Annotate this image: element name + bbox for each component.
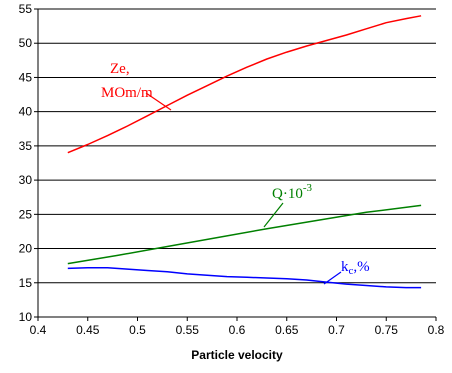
y-tick-label: 40 bbox=[19, 105, 33, 119]
q-label-sup: -3 bbox=[303, 182, 313, 194]
x-tick-label: 0.65 bbox=[275, 323, 299, 337]
x-tick-label: 0.55 bbox=[176, 323, 200, 337]
y-tick-label: 10 bbox=[19, 310, 33, 324]
x-tick-label: 0.45 bbox=[76, 323, 100, 337]
q-series-line bbox=[67, 204, 422, 265]
ze-series-line bbox=[67, 15, 422, 154]
x-axis-title: Particle velocity bbox=[191, 348, 283, 362]
kc-label-text: kc,% bbox=[341, 259, 370, 277]
kc-series-line bbox=[67, 266, 422, 289]
x-tick-label: 0.7 bbox=[328, 323, 345, 337]
ze-leader-line bbox=[145, 92, 172, 111]
kc-label-k: k bbox=[341, 259, 349, 275]
kc-label-rest: ,% bbox=[353, 259, 369, 275]
series-lines bbox=[67, 15, 422, 289]
x-tick-label: 0.75 bbox=[375, 323, 399, 337]
gridlines bbox=[38, 8, 436, 284]
y-tick-label: 50 bbox=[19, 36, 33, 50]
y-tick-label: 45 bbox=[19, 70, 33, 84]
x-tick-label: 0.4 bbox=[30, 323, 47, 337]
x-tick-label: 0.6 bbox=[229, 323, 246, 337]
ze-label-line2: MOm/m bbox=[101, 85, 153, 101]
q-label: Q·10-3 bbox=[263, 182, 312, 228]
axes bbox=[34, 8, 437, 321]
kc-leader-line bbox=[323, 271, 342, 285]
y-tick-label: 55 bbox=[19, 2, 33, 16]
ze-label: Ze, MOm/m bbox=[101, 61, 172, 111]
y-tick-label: 15 bbox=[19, 276, 33, 290]
tick-labels: 10 15 20 25 30 35 40 45 50 55 0.4 0.45 0.5 0.55 0.6 0.6… bbox=[19, 2, 445, 337]
q-label-main: Q·10 bbox=[272, 186, 303, 202]
y-tick-label: 20 bbox=[19, 242, 33, 256]
ze-label-line1: Ze, bbox=[110, 61, 130, 77]
x-tick-label: 0.5 bbox=[129, 323, 146, 337]
y-tick-label: 35 bbox=[19, 139, 33, 153]
q-leader-line bbox=[263, 202, 284, 228]
y-tick-label: 30 bbox=[19, 173, 33, 187]
y-tick-label: 25 bbox=[19, 207, 33, 221]
kc-label: kc,% bbox=[323, 259, 370, 285]
q-label-text: Q·10-3 bbox=[272, 182, 312, 202]
kc-label-sub: c bbox=[349, 265, 354, 277]
x-tick-label: 0.8 bbox=[428, 323, 445, 337]
